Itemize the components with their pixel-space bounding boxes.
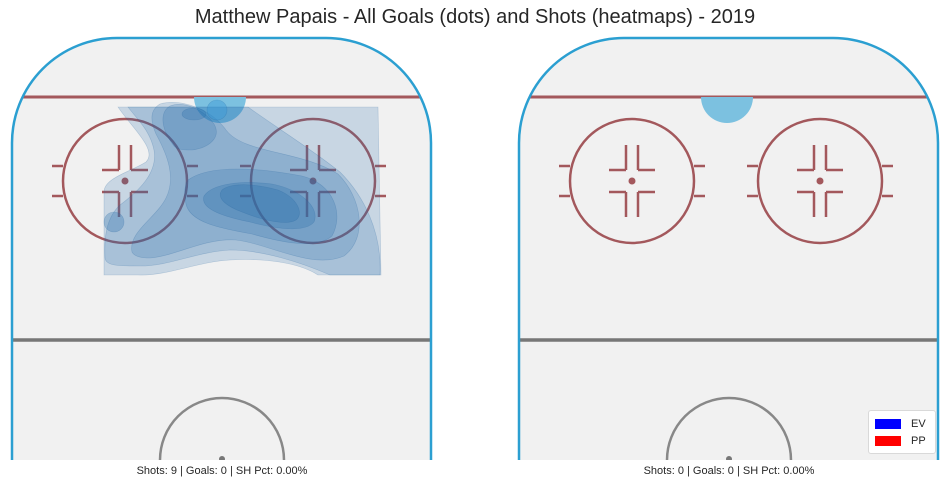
- faceoff-circle-left: [52, 117, 198, 245]
- legend-item-ev: EV: [875, 417, 926, 431]
- faceoff-circle-right: [240, 117, 386, 245]
- legend-label-pp: PP: [911, 435, 926, 447]
- legend-swatch-pp: [875, 436, 901, 447]
- density-spot-crease: [181, 107, 207, 121]
- rink-right: [517, 36, 940, 460]
- density-level-6: [220, 184, 300, 223]
- center-dot: [726, 456, 732, 460]
- center-circle: [665, 396, 793, 460]
- legend: EV PP: [868, 410, 936, 454]
- density-spot-slot: [206, 99, 228, 121]
- boards-left: [10, 36, 433, 460]
- density-level-4: [162, 104, 338, 244]
- center-circle: [158, 396, 286, 460]
- left-panel-stats: Shots: 9 | Goals: 0 | SH Pct: 0.00%: [136, 465, 308, 477]
- density-level-5: [203, 182, 316, 230]
- density-level-2: [104, 106, 381, 276]
- density-level-1: [103, 106, 382, 276]
- center-dot: [219, 456, 225, 460]
- legend-label-ev: EV: [911, 418, 926, 430]
- faceoff-circle-right: [747, 117, 893, 245]
- shot-heatmap: [103, 99, 382, 276]
- ice-surface: [519, 38, 938, 460]
- rink-left: [10, 36, 433, 460]
- goal-crease: [701, 97, 753, 123]
- ice-surface: [12, 38, 431, 460]
- faceoff-circle-left: [559, 117, 705, 245]
- density-spot-left: [103, 211, 125, 233]
- right-panel-stats: Shots: 0 | Goals: 0 | SH Pct: 0.00%: [643, 465, 815, 477]
- density-level-3: [131, 102, 360, 261]
- legend-swatch-ev: [875, 419, 901, 430]
- chart-title: Matthew Papais - All Goals (dots) and Sh…: [194, 6, 756, 28]
- goal-crease: [194, 97, 246, 123]
- legend-item-pp: PP: [875, 434, 926, 448]
- boards-right: [517, 36, 940, 460]
